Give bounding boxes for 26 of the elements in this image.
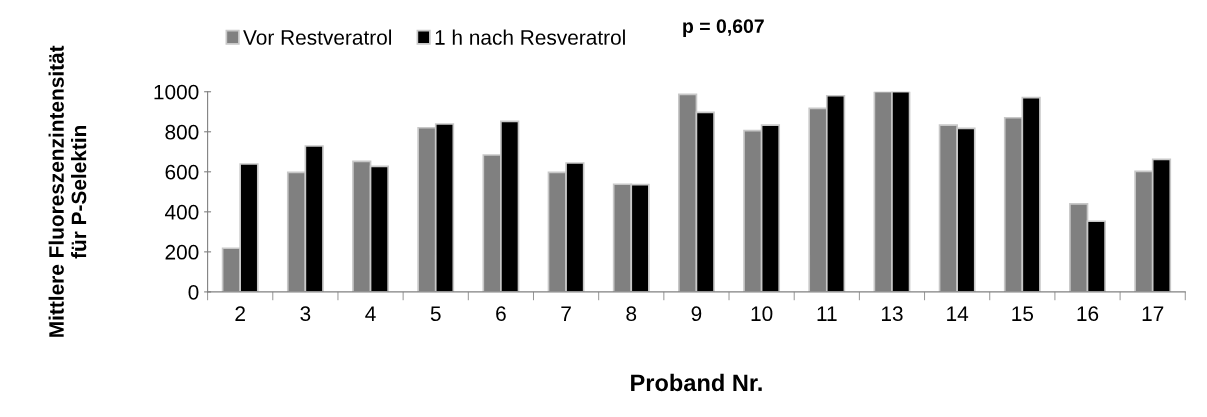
x-tick-label: 8 [626, 306, 637, 322]
x-tick-label: 4 [365, 306, 376, 321]
legend-label: 1 h nach Resveratrol [435, 29, 625, 45]
x-tick-label: 13 [881, 306, 903, 322]
x-tick-label: 10 [751, 306, 773, 322]
x-tick-label: 17 [1142, 306, 1164, 321]
x-tick-label: 14 [947, 306, 969, 321]
x-tick-label: 16 [1077, 306, 1099, 322]
y-tick-label: 400 [164, 204, 199, 220]
x-tick-label: 7 [561, 306, 571, 321]
y-tick-label: 200 [165, 244, 199, 260]
legend-label: Vor Restveratrol [243, 29, 391, 45]
y-tick-label: 600 [165, 164, 199, 180]
y-tick-label: 800 [165, 124, 199, 140]
x-tick-label: 3 [300, 306, 311, 322]
y-axis-title: Mittlere Fluoreszenzintensität für P-Selektin [48, 45, 87, 337]
x-tick-label: 9 [691, 306, 702, 322]
y-tick-label: 1000 [154, 84, 199, 100]
x-tick-label: 6 [496, 306, 506, 322]
x-tick-label: 15 [1012, 306, 1034, 322]
x-tick-label: 2 [235, 306, 245, 321]
x-tick-label: 11 [817, 306, 837, 321]
y-tick-label: 0 [188, 284, 199, 300]
x-axis-title: Proband Nr. [631, 373, 762, 392]
x-tick-label: 5 [430, 306, 441, 322]
text: p = 0,607 [683, 19, 764, 37]
